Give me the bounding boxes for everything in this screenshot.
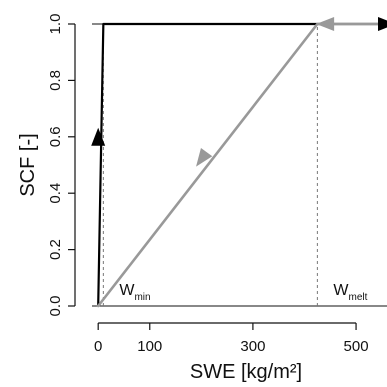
- y-tick-label: 0.2: [47, 239, 64, 260]
- melt-arrow-down-left: [196, 147, 213, 167]
- reference-label-melt: Wmelt: [333, 282, 367, 303]
- y-axis-title: SCF [-]: [17, 133, 39, 196]
- accumulation-arrow-up: [91, 127, 106, 146]
- x-axis-title: SWE [kg/m²]: [190, 361, 302, 383]
- reference-label-subscript: melt: [348, 292, 367, 303]
- y-tick-label: 0.6: [47, 126, 64, 147]
- accumulation-arrow-right: [378, 17, 387, 31]
- x-tick-label: 0: [94, 338, 102, 355]
- y-tick-label: 0.0: [47, 296, 64, 317]
- x-tick-label: 300: [240, 338, 265, 355]
- reference-label-main: W: [333, 282, 349, 299]
- accumulation-line: [97, 22, 387, 308]
- reference-label-subscript: min: [134, 292, 150, 303]
- melt-line: [96, 22, 387, 308]
- reference-label-min: Wmin: [119, 282, 150, 303]
- x-tick-label: 500: [344, 338, 369, 355]
- y-tick-label: 0.4: [47, 183, 64, 204]
- y-tick-label: 0.8: [47, 70, 64, 91]
- y-tick-label: 1.0: [47, 14, 64, 35]
- x-tick-label: 100: [137, 338, 162, 355]
- reference-label-main: W: [119, 282, 135, 299]
- melt-arrow-left: [316, 17, 335, 31]
